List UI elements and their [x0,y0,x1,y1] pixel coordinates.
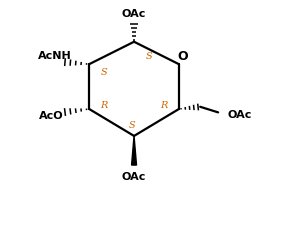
Text: OAc: OAc [122,172,146,183]
Text: AcNH: AcNH [37,51,71,61]
Text: S: S [101,67,107,76]
Text: OAc: OAc [227,110,252,120]
Text: R: R [100,101,107,110]
Text: OAc: OAc [122,9,146,19]
Text: R: R [161,101,168,110]
Text: S: S [145,52,152,61]
Text: O: O [177,50,188,63]
Polygon shape [132,136,137,165]
Text: S: S [129,121,135,130]
Text: AcO: AcO [39,111,63,121]
